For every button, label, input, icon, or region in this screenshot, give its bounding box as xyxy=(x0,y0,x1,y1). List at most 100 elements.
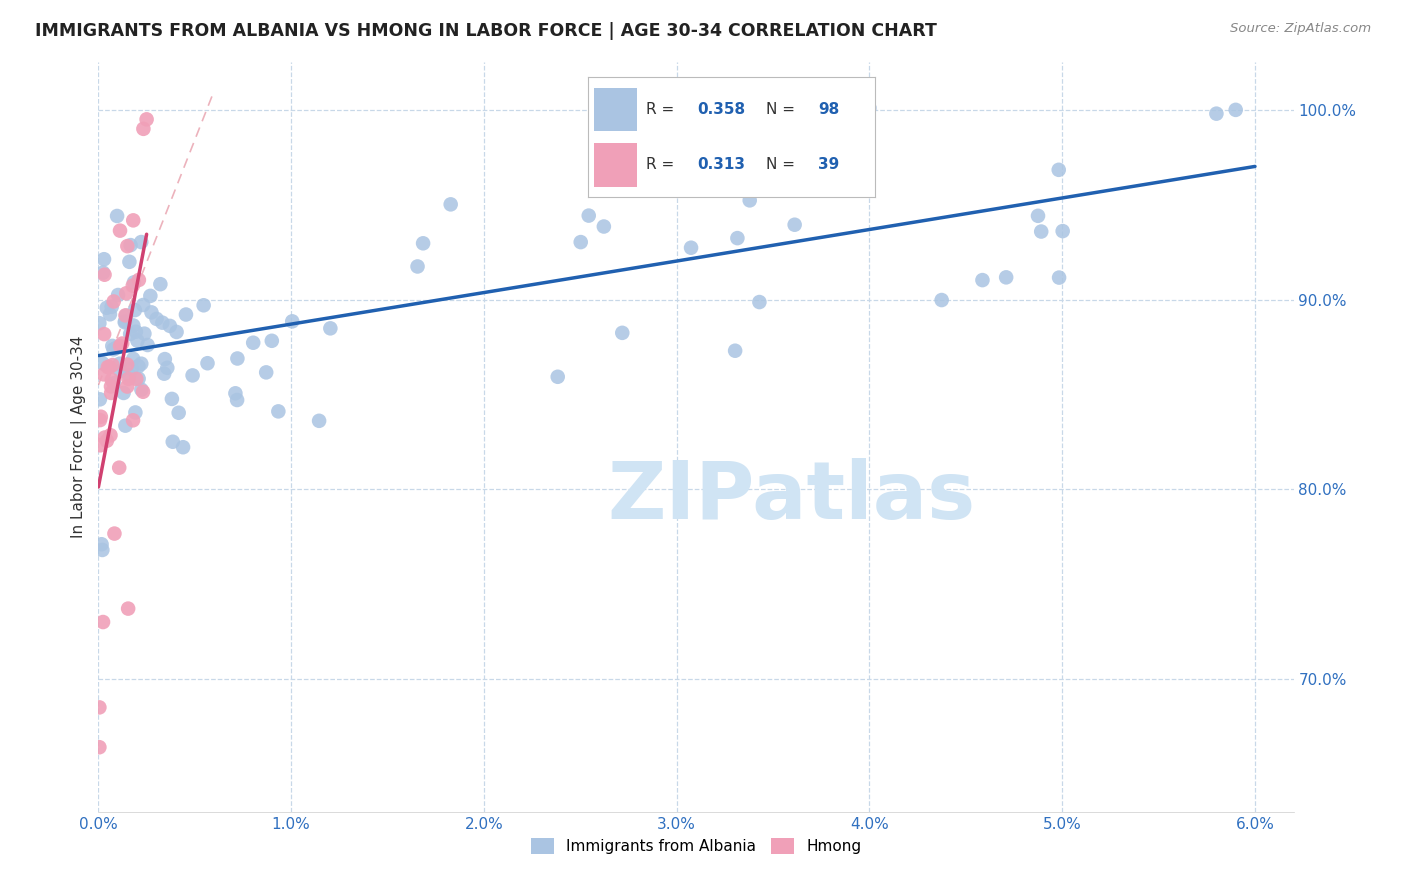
Point xyxy=(115,309,138,323)
Point xyxy=(124,303,146,318)
Point xyxy=(100,300,122,314)
Point xyxy=(89,413,111,427)
Point xyxy=(724,343,747,358)
Point xyxy=(412,236,434,251)
Text: ZIPatlas: ZIPatlas xyxy=(607,458,976,536)
Point xyxy=(122,276,145,290)
Text: IMMIGRANTS FROM ALBANIA VS HMONG IN LABOR FORCE | AGE 30-34 CORRELATION CHART: IMMIGRANTS FROM ALBANIA VS HMONG IN LABO… xyxy=(35,22,936,40)
Point xyxy=(569,235,592,249)
Point xyxy=(711,154,734,169)
Point xyxy=(134,326,156,341)
Point xyxy=(160,392,183,406)
Point xyxy=(101,358,124,372)
Point xyxy=(103,343,125,357)
Point xyxy=(96,434,118,448)
Point xyxy=(783,218,806,232)
Point xyxy=(254,365,277,379)
Point xyxy=(94,430,117,444)
Point xyxy=(115,358,138,372)
Point xyxy=(156,360,179,375)
Point xyxy=(172,440,194,454)
Point xyxy=(132,121,155,136)
Point xyxy=(93,252,115,267)
Point xyxy=(129,357,152,371)
Point xyxy=(103,376,125,391)
Point xyxy=(118,368,141,383)
Point xyxy=(131,383,153,397)
Point xyxy=(1047,270,1070,285)
Point xyxy=(159,318,181,333)
Point xyxy=(166,325,188,339)
Point xyxy=(197,356,219,370)
Point xyxy=(118,255,141,269)
Point xyxy=(111,336,134,351)
Point xyxy=(114,314,136,328)
Point xyxy=(125,372,148,386)
Point xyxy=(114,309,136,323)
Y-axis label: In Labor Force | Age 30-34: In Labor Force | Age 30-34 xyxy=(72,335,87,539)
Point xyxy=(89,316,111,330)
Point xyxy=(128,273,150,287)
Point xyxy=(115,286,138,301)
Point xyxy=(91,356,114,370)
Point xyxy=(592,219,614,234)
Point xyxy=(1205,106,1227,120)
Point xyxy=(122,413,145,427)
Text: Source: ZipAtlas.com: Source: ZipAtlas.com xyxy=(1230,22,1371,36)
Point xyxy=(117,239,139,253)
Point xyxy=(101,373,124,387)
Point xyxy=(108,339,131,353)
Point xyxy=(93,268,115,282)
Point xyxy=(103,294,125,309)
Point xyxy=(91,266,114,280)
Point xyxy=(122,318,145,333)
Point xyxy=(1047,162,1070,177)
Point xyxy=(110,364,132,378)
Point xyxy=(90,409,112,424)
Point xyxy=(103,526,125,541)
Point xyxy=(90,537,112,551)
Point xyxy=(547,369,569,384)
Point xyxy=(174,308,197,322)
Point xyxy=(105,341,128,355)
Point xyxy=(117,601,139,615)
Point xyxy=(440,197,463,211)
Point xyxy=(681,241,703,255)
Point xyxy=(93,327,115,342)
Point xyxy=(108,224,131,238)
Point xyxy=(124,405,146,419)
Point xyxy=(100,379,122,393)
Point xyxy=(725,231,748,245)
Point xyxy=(858,101,880,115)
Point xyxy=(129,235,152,249)
Point xyxy=(117,372,139,386)
Point xyxy=(127,334,149,348)
Point xyxy=(1052,224,1074,238)
Point xyxy=(89,740,111,755)
Point xyxy=(181,368,204,383)
Point xyxy=(128,372,150,386)
Point xyxy=(105,209,128,223)
Point xyxy=(281,314,304,328)
Point xyxy=(738,194,761,208)
Point xyxy=(100,428,122,442)
Point xyxy=(121,278,143,293)
Point xyxy=(150,316,173,330)
Point xyxy=(931,293,953,307)
Point xyxy=(704,101,727,115)
Point xyxy=(114,418,136,433)
Point xyxy=(153,352,176,367)
Point xyxy=(1031,225,1053,239)
Point xyxy=(120,326,142,341)
Point xyxy=(139,289,162,303)
Point xyxy=(98,360,121,375)
Point xyxy=(1026,209,1049,223)
Point xyxy=(100,386,122,401)
Point xyxy=(101,339,124,353)
Point xyxy=(122,351,145,366)
Point xyxy=(267,404,290,418)
Point xyxy=(972,273,994,287)
Point xyxy=(132,384,155,399)
Point xyxy=(406,260,429,274)
Point xyxy=(115,379,138,393)
